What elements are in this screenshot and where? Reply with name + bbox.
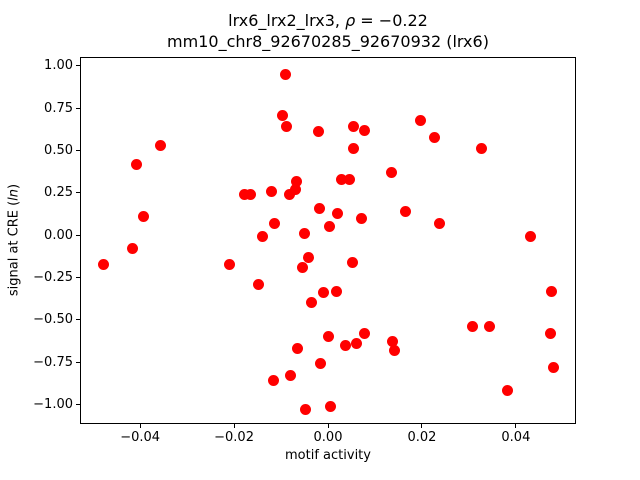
scatter-point [155, 140, 167, 152]
y-tick-label: 0.50 [44, 143, 73, 159]
scatter-point [277, 109, 289, 121]
y-tick-label: 0.25 [44, 185, 73, 201]
y-tick-mark [76, 150, 80, 152]
scatter-point [545, 327, 557, 339]
scatter-point [137, 211, 149, 223]
y-tick-label: −0.75 [33, 354, 73, 370]
scatter-point [331, 207, 343, 219]
scatter-point [347, 256, 359, 268]
y-tick-mark [76, 107, 80, 109]
plot-area [80, 57, 576, 424]
y-tick-label: −0.25 [33, 270, 73, 286]
x-tick-mark [421, 423, 423, 428]
scatter-point [414, 114, 426, 126]
rho-symbol: ρ [345, 11, 356, 30]
scatter-point [296, 261, 308, 273]
scatter-point [131, 158, 143, 170]
scatter-point [400, 206, 411, 218]
scatter-point [224, 258, 236, 270]
scatter-point [340, 339, 352, 351]
chart-title: lrx6_lrx2_lrx3, ρ = −0.22 [80, 11, 576, 31]
scatter-point [355, 212, 367, 224]
scatter-point [298, 228, 310, 240]
y-tick-label: 1.00 [44, 58, 73, 74]
y-tick-label: −0.50 [33, 312, 73, 328]
scatter-point [348, 143, 360, 155]
x-tick-mark [139, 423, 141, 428]
scatter-point [433, 217, 445, 229]
scatter-point [466, 321, 478, 333]
y-tick-mark [76, 404, 80, 406]
scatter-point [313, 202, 325, 214]
scatter-point [475, 143, 487, 155]
scatter-point [502, 385, 514, 397]
scatter-point [283, 189, 295, 201]
y-tick-mark [76, 234, 80, 236]
x-tick-label: 0.02 [407, 429, 437, 445]
chart-subtitle: mm10_chr8_92670285_92670932 (lrx6) [167, 32, 489, 51]
x-tick-label: 0.00 [313, 429, 343, 445]
scatter-point [127, 243, 139, 255]
scatter-point [548, 361, 560, 373]
scatter-point [358, 327, 370, 339]
scatter-point [524, 231, 536, 243]
x-tick-label: −0.04 [120, 429, 161, 445]
scatter-point [97, 258, 109, 270]
scatter-point [284, 370, 296, 382]
scatter-point [305, 297, 317, 309]
x-axis-label: motif activity [285, 448, 371, 463]
scatter-point [245, 189, 257, 201]
y-tick-label: −1.00 [33, 397, 73, 413]
x-tick-mark [327, 423, 329, 428]
scatter-point [347, 121, 359, 133]
scatter-point [256, 231, 268, 243]
scatter-point [318, 287, 330, 299]
scatter-point [350, 338, 362, 350]
scatter-point [343, 173, 355, 185]
scatter-point [252, 278, 264, 290]
y-tick-label: 0.75 [44, 100, 73, 116]
scatter-point [330, 285, 342, 297]
scatter-point [268, 375, 279, 387]
scatter-point [303, 251, 315, 263]
scatter-point [268, 217, 280, 229]
y-tick-mark [76, 319, 80, 321]
y-tick-mark [76, 361, 80, 363]
scatter-point [289, 184, 301, 196]
x-tick-label: 0.04 [501, 429, 531, 445]
scatter-point [312, 126, 324, 138]
scatter-point [386, 167, 398, 179]
scatter-point [314, 358, 326, 370]
y-tick-label: 0.00 [44, 227, 73, 243]
chart-title-text: lrx6_lrx2_lrx3, [228, 11, 346, 30]
x-tick-label: −0.02 [214, 429, 254, 445]
scatter-point [323, 221, 335, 233]
scatter-point [358, 124, 370, 136]
scatter-point [239, 189, 251, 201]
scatter-point [386, 336, 398, 348]
scatter-point [325, 400, 337, 412]
scatter-point [280, 121, 292, 133]
scatter-point [429, 131, 441, 143]
scatter-point [336, 173, 348, 185]
x-tick-mark [233, 423, 235, 428]
scatter-point [291, 343, 303, 355]
scatter-point [265, 185, 277, 197]
scatter-point [483, 321, 495, 333]
scatter-point [280, 68, 292, 80]
y-tick-mark [76, 277, 80, 279]
scatter-point [322, 331, 334, 343]
chart-title-value: = −0.22 [355, 11, 428, 30]
x-tick-mark [515, 423, 517, 428]
scatter-point [300, 404, 312, 416]
scatter-point [291, 175, 303, 187]
y-tick-mark [76, 192, 80, 194]
scatter-point [546, 285, 558, 297]
y-tick-mark [76, 65, 80, 67]
scatter-point [388, 344, 400, 356]
